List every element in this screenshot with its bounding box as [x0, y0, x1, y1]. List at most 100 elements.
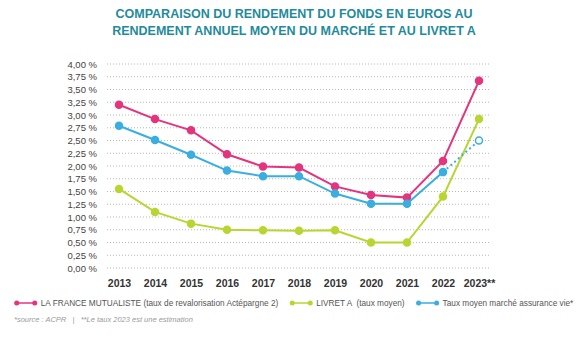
legend: LA FRANCE MUTUALISTE (taux de revalorisa…	[14, 299, 574, 308]
y-tick-label: 3,50 %	[67, 84, 97, 95]
title: COMPARAISON DU RENDEMENT DU FONDS EN EUR…	[112, 7, 476, 38]
x-tick: 2017	[252, 274, 276, 289]
point	[224, 226, 231, 233]
y-tick: 1,75 %	[67, 173, 107, 184]
point	[116, 101, 123, 108]
point	[188, 151, 195, 158]
grid-line	[107, 64, 491, 65]
y-tick: 3,50 %	[67, 84, 107, 95]
x-tick: 2018	[288, 274, 312, 289]
grid-line	[107, 89, 491, 90]
y-tick-label: 4,00 %	[67, 59, 97, 70]
point	[224, 167, 231, 174]
legend-label: LIVRET A (taux moyen)	[316, 299, 405, 308]
x-tick-label: 2021	[396, 277, 420, 289]
point	[296, 164, 303, 171]
point	[404, 239, 411, 246]
point	[188, 220, 195, 227]
y-tick: 3,00 %	[67, 110, 107, 121]
y-tick: 2,25 %	[67, 148, 107, 159]
y-tick-label: 3,00 %	[67, 110, 97, 121]
legend-marker	[308, 301, 313, 306]
point	[332, 227, 339, 234]
x-tick: 2013	[108, 274, 132, 289]
x-tick: 2022	[432, 274, 456, 289]
x-tick: 2019	[324, 274, 348, 289]
x-tick: 2021	[396, 274, 420, 289]
legend-label: Taux moyen marché assurance vie*	[443, 299, 574, 308]
point	[260, 173, 267, 180]
y-axis: 0,00 % 0,25 % 0,50 % 0,75 %1,00 % 1,25 % 1,50…	[67, 59, 107, 274]
plot-area	[116, 77, 483, 246]
point	[152, 116, 159, 123]
x-tick: 2020	[360, 274, 384, 289]
x-tick: 2015	[180, 274, 204, 289]
y-tick-label: 0,25 %	[67, 250, 97, 261]
y-tick-label: 3,25 %	[67, 97, 97, 108]
x-tick-label: 2017	[252, 277, 276, 289]
series-line	[119, 126, 443, 204]
point	[368, 239, 375, 246]
grid-line	[107, 76, 491, 77]
x-axis-line	[120, 274, 480, 275]
y-tick: 3,75 %	[67, 71, 107, 82]
y-tick: 0,50 %	[67, 237, 107, 248]
y-tick: 0,75 %	[67, 224, 107, 235]
point	[332, 190, 339, 197]
x-tick-label: 2013	[108, 277, 132, 289]
point	[260, 163, 267, 170]
point	[332, 183, 339, 190]
point	[368, 200, 375, 207]
x-tick-label: 2018	[288, 277, 312, 289]
point	[260, 227, 267, 234]
legend-marker	[416, 301, 421, 306]
grid-line	[107, 153, 491, 154]
y-tick-label: 1,25 %	[67, 199, 97, 210]
y-tick: 1,25 %	[67, 199, 107, 210]
point	[116, 122, 123, 129]
y-tick: 0,00 %	[67, 263, 107, 274]
legend-marker	[290, 301, 295, 306]
y-tick: 2,00 %	[67, 161, 107, 172]
y-tick: 1,00 %	[67, 212, 107, 223]
y-tick: 3,25 %	[67, 97, 107, 108]
y-tick-label: 1,00 %	[67, 212, 97, 223]
grid-line	[107, 115, 491, 116]
y-tick-label: 0,75 %	[67, 224, 97, 235]
y-tick: 0,25 %	[67, 250, 107, 261]
point	[152, 208, 159, 215]
series-line-estimate	[443, 141, 479, 173]
point	[368, 192, 375, 199]
grid-line	[107, 255, 491, 256]
y-tick-label: 1,75 %	[67, 173, 97, 184]
chart: COMPARAISON DU RENDEMENT DU FONDS EN EUR…	[0, 0, 588, 339]
y-tick: 2,50 %	[67, 135, 107, 146]
x-axis: 2013201420152016201720182019202020212022…	[108, 274, 496, 289]
grid-line	[107, 140, 491, 141]
x-tick: 2014	[144, 274, 168, 289]
x-tick-label: 2015	[180, 277, 204, 289]
y-tick-label: 0,50 %	[67, 237, 97, 248]
point	[440, 157, 447, 164]
legend-item: LIVRET A (taux moyen)	[290, 299, 405, 308]
legend-marker	[434, 301, 439, 306]
point	[476, 77, 483, 84]
point	[188, 127, 195, 134]
y-tick: 2,75 %	[67, 122, 107, 133]
x-tick: 2023**	[464, 274, 496, 289]
x-tick-label: 2022	[432, 277, 456, 289]
point	[404, 200, 411, 207]
x-tick-label: 2014	[144, 277, 168, 289]
grid-line	[107, 217, 491, 218]
annotation: *source : ACPR | **Le taux 2023 est une …	[14, 315, 193, 324]
point	[440, 193, 447, 200]
y-tick: 1,50 %	[67, 186, 107, 197]
grid-line	[107, 127, 491, 128]
x-tick-label: 2020	[360, 277, 384, 289]
y-tick-label: 2,00 %	[67, 161, 97, 172]
point	[440, 169, 447, 176]
y-tick-label: 3,75 %	[67, 71, 97, 82]
legend-marker	[32, 301, 37, 306]
y-tick-label: 0,00 %	[67, 263, 97, 274]
point	[476, 137, 483, 144]
